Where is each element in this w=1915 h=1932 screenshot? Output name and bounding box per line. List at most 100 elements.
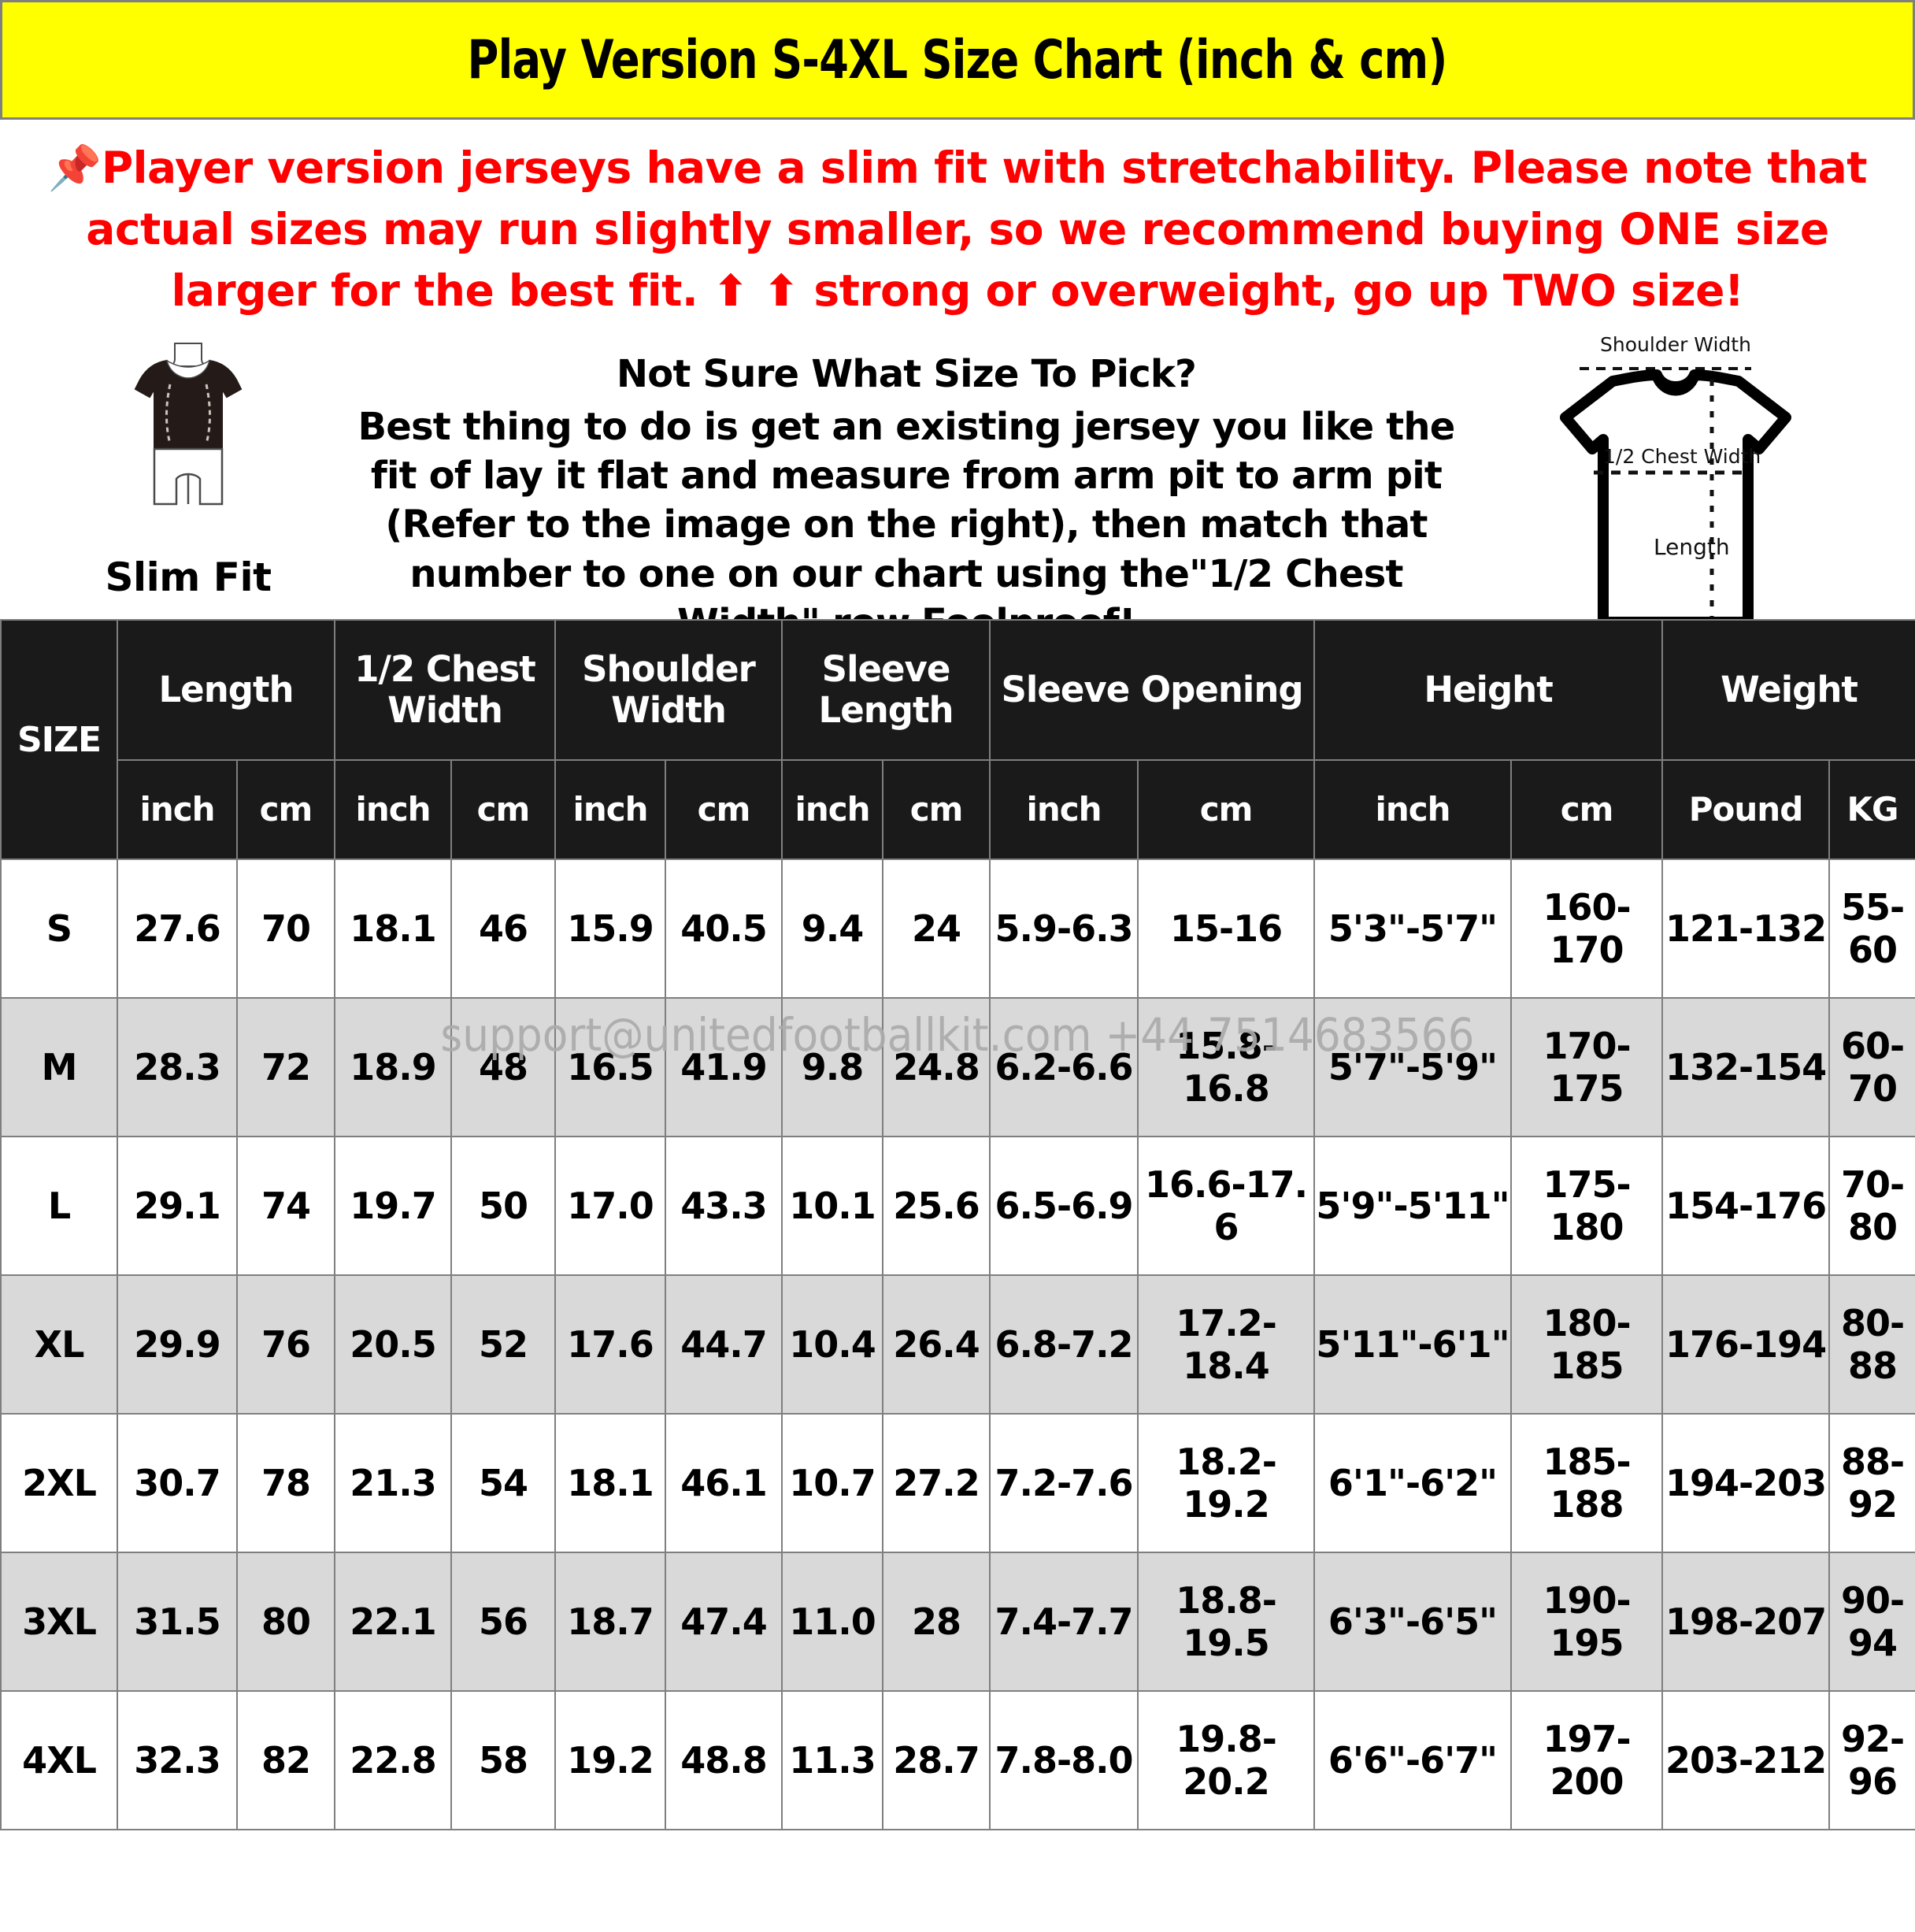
col-unit-length-cm: cm [236,759,335,861]
cell-value: 82 [236,1690,335,1831]
col-unit-length-inch: inch [117,759,238,861]
cell-value: 43.3 [664,1136,783,1277]
cell-value: 19.7 [334,1136,452,1277]
sizing-guide-question: Not Sure What Size To Pick? [616,352,1197,397]
pushpin-icon: 📌 [47,143,102,193]
col-group-shoulder-width: Shoulder Width [554,619,783,762]
cell-value: 5'7"-5'9" [1313,997,1513,1138]
cell-value: 92-96 [1828,1690,1915,1831]
cell-value: 7.4-7.7 [989,1552,1139,1693]
cell-value: 88-92 [1828,1413,1915,1554]
tshirt-measurement-diagram: Shoulder Width 1/2 Chest Width Length [1455,331,1896,638]
cell-size: 2XL [0,1413,118,1554]
cell-value: 185-188 [1510,1413,1664,1554]
col-group-sleeve-length: Sleeve Length [781,619,991,762]
cell-value: 10.4 [781,1274,884,1415]
cell-value: 29.9 [117,1274,238,1415]
cell-value: 190-195 [1510,1552,1664,1693]
col-group-weight: Weight [1661,619,1915,762]
size-table-head: SIZE Length 1/2 Chest Width Shoulder Wid… [0,619,1915,861]
cell-size: 4XL [0,1690,118,1831]
cell-value: 16.5 [554,997,666,1138]
guidance-band: Slim Fit Not Sure What Size To Pick? Bes… [0,326,1915,645]
cell-size: L [0,1136,118,1277]
cell-value: 17.6 [554,1274,666,1415]
cell-value: 15-16 [1137,858,1316,999]
cell-value: 7.2-7.6 [989,1413,1139,1554]
cell-size: M [0,997,118,1138]
cell-value: 60-70 [1828,997,1915,1138]
cell-value: 15.9 [554,858,666,999]
cell-value: 28.3 [117,997,238,1138]
cell-value: 6'1"-6'2" [1313,1413,1513,1554]
sizing-guide-text: Not Sure What Size To Pick? Best thing t… [357,331,1455,647]
cell-value: 9.8 [781,997,884,1138]
cell-value: 194-203 [1661,1413,1831,1554]
length-label: Length [1654,534,1730,560]
cell-value: 76 [236,1274,335,1415]
cell-value: 41.9 [664,997,783,1138]
shoulder-width-label: Shoulder Width [1600,333,1751,356]
cell-value: 6.8-7.2 [989,1274,1139,1415]
col-unit-sleeve-opening-cm: cm [1137,759,1316,861]
cell-value: 5'11"-6'1" [1313,1274,1513,1415]
col-group-half-chest-width: 1/2 Chest Width [334,619,556,762]
cell-value: 180-185 [1510,1274,1664,1415]
cell-value: 9.4 [781,858,884,999]
cell-value: 5'9"-5'11" [1313,1136,1513,1277]
col-unit-sleeve-opening-inch: inch [989,759,1139,861]
cell-value: 176-194 [1661,1274,1831,1415]
table-row: XL 29.9 76 20.5 52 17.6 44.7 10.4 26.4 6.8-7.2 17.… [0,1274,1915,1415]
mannequin-icon [134,343,243,506]
col-unit-shoulder-cm: cm [664,759,783,861]
cell-value: 44.7 [664,1274,783,1415]
cell-value: 28 [882,1552,991,1693]
col-group-height: Height [1313,619,1664,762]
cell-value: 56 [450,1552,556,1693]
cell-value: 22.8 [334,1690,452,1831]
title-banner: Play Version S-4XL Size Chart (inch & cm… [0,0,1915,120]
cell-value: 6.2-6.6 [989,997,1139,1138]
col-unit-weight-pound: Pound [1661,759,1831,861]
cell-value: 21.3 [334,1413,452,1554]
cell-value: 78 [236,1413,335,1554]
cell-value: 54 [450,1413,556,1554]
col-unit-sleeve-length-inch: inch [781,759,884,861]
cell-value: 170-175 [1510,997,1664,1138]
col-unit-weight-kg: KG [1828,759,1915,861]
cell-value: 17.0 [554,1136,666,1277]
cell-value: 19.8-20.2 [1137,1690,1316,1831]
cell-value: 160-170 [1510,858,1664,999]
cell-value: 18.1 [334,858,452,999]
size-table-body: S 27.6 70 18.1 46 15.9 40.5 9.4 24 5.9-6.3 15-16 5'… [0,858,1915,1831]
cell-value: 20.5 [334,1274,452,1415]
cell-value: 10.1 [781,1136,884,1277]
cell-value: 48 [450,997,556,1138]
cell-value: 7.8-8.0 [989,1690,1139,1831]
cell-value: 70 [236,858,335,999]
cell-value: 203-212 [1661,1690,1831,1831]
slim-fit-illustration: Slim Fit [19,331,357,600]
col-header-size: SIZE [0,619,118,861]
cell-value: 6'3"-6'5" [1313,1552,1513,1693]
table-row: 2XL 30.7 78 21.3 54 18.1 46.1 10.7 27.2 7.2-7.6 18… [0,1413,1915,1554]
cell-value: 16.6-17. 6 [1137,1136,1316,1277]
cell-value: 19.2 [554,1690,666,1831]
cell-value: 24.8 [882,997,991,1138]
cell-value: 29.1 [117,1136,238,1277]
cell-value: 55-60 [1828,858,1915,999]
cell-value: 5'3"-5'7" [1313,858,1513,999]
cell-value: 80 [236,1552,335,1693]
tshirt-icon: Shoulder Width 1/2 Chest Width Length [1560,333,1791,629]
cell-value: 46 [450,858,556,999]
cell-value: 175-180 [1510,1136,1664,1277]
cell-value: 11.3 [781,1690,884,1831]
slim-fit-label: Slim Fit [105,554,272,601]
cell-value: 32.3 [117,1690,238,1831]
cell-value: 198-207 [1661,1552,1831,1693]
cell-value: 6.5-6.9 [989,1136,1139,1277]
col-unit-shoulder-inch: inch [554,759,666,861]
cell-value: 18.7 [554,1552,666,1693]
col-group-length: Length [117,619,335,762]
